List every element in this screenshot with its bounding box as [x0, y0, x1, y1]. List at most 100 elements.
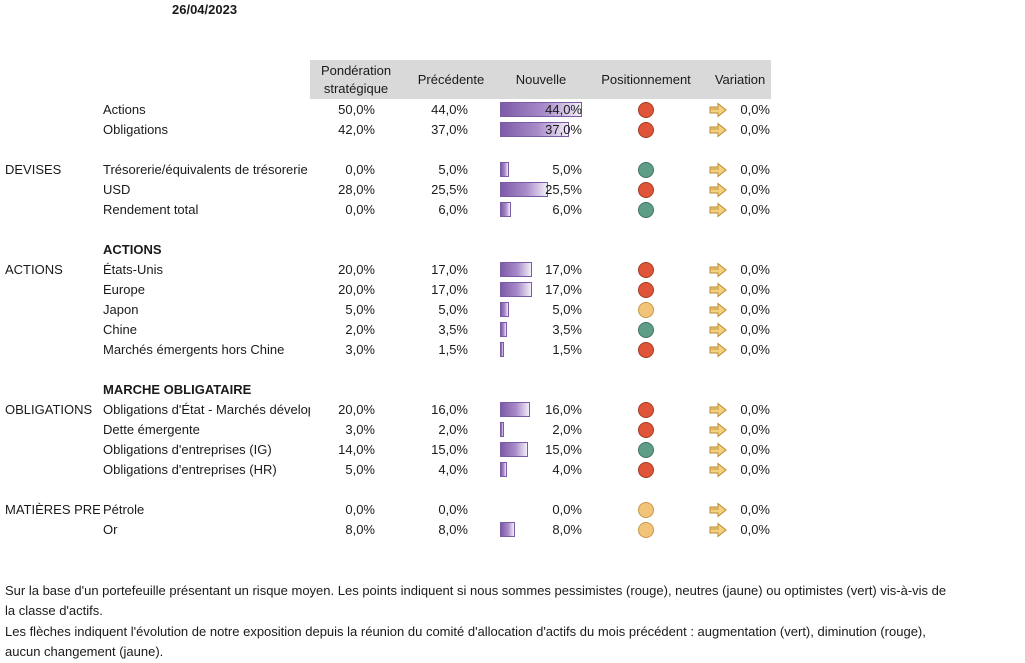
previous-value: 1,5%	[438, 342, 468, 357]
table-row: Dette émergente 3,0% 2,0% 2,0% 0,0%	[0, 420, 1025, 440]
variation-value: 0,0%	[740, 202, 770, 217]
positioning-dot	[638, 202, 654, 218]
strategic-weight-value: 42,0%	[338, 122, 375, 137]
previous-value: 17,0%	[431, 282, 468, 297]
strategic-weight-value: 5,0%	[345, 462, 375, 477]
asset-label: Actions	[103, 102, 146, 117]
previous-value: 25,5%	[431, 182, 468, 197]
new-value: 3,5%	[552, 322, 582, 337]
right-arrow-icon	[709, 162, 727, 178]
new-value: 44,0%	[545, 102, 582, 117]
new-value: 5,0%	[552, 302, 582, 317]
previous-value: 5,0%	[438, 302, 468, 317]
new-value: 4,0%	[552, 462, 582, 477]
asset-label: Europe	[103, 282, 145, 297]
right-arrow-icon	[709, 282, 727, 298]
strategic-weight-value: 0,0%	[345, 502, 375, 517]
right-arrow-icon	[709, 202, 727, 218]
strategic-weight-value: 20,0%	[338, 282, 375, 297]
asset-label: Japon	[103, 302, 139, 317]
previous-value: 5,0%	[438, 162, 468, 177]
previous-value: 44,0%	[431, 102, 468, 117]
new-value: 1,5%	[552, 342, 582, 357]
positioning-dot	[638, 502, 654, 518]
asset-label: Obligations	[103, 122, 169, 137]
strategic-weight-value: 14,0%	[338, 442, 375, 457]
positioning-dot	[638, 442, 654, 458]
positioning-dot	[638, 462, 654, 478]
table-header-background	[310, 60, 771, 99]
positioning-dot	[638, 162, 654, 178]
positioning-dot	[638, 102, 654, 118]
table-row: Or 8,0% 8,0% 8,0% 0,0%	[0, 520, 1025, 540]
table-row: Obligations 42,0% 37,0% 37,0% 0,0%	[0, 120, 1025, 140]
table-row: Japon 5,0% 5,0% 5,0% 0,0%	[0, 300, 1025, 320]
table-row: Actions 50,0% 44,0% 44,0% 0,0%	[0, 100, 1025, 120]
right-arrow-icon	[709, 502, 727, 518]
asset-label: Obligations d'État - Marchés développés	[103, 402, 310, 417]
previous-value: 17,0%	[431, 262, 468, 277]
new-value: 0,0%	[552, 502, 582, 517]
asset-label: Rendement total	[103, 202, 199, 217]
header-new: Nouvelle	[515, 71, 567, 87]
header-positioning: Positionnement	[601, 71, 691, 87]
variation-value: 0,0%	[740, 402, 770, 417]
strategic-weight-value: 20,0%	[338, 262, 375, 277]
asset-label: Obligations d'entreprises (IG)	[103, 442, 272, 457]
asset-label: USD	[103, 182, 131, 197]
right-arrow-icon	[709, 102, 727, 118]
new-value: 5,0%	[552, 162, 582, 177]
new-weight-bar	[500, 322, 507, 337]
new-value: 2,0%	[552, 422, 582, 437]
previous-value: 2,0%	[438, 422, 468, 437]
previous-value: 8,0%	[438, 522, 468, 537]
variation-value: 0,0%	[740, 462, 770, 477]
variation-value: 0,0%	[740, 102, 770, 117]
section-label: OBLIGATIONS	[5, 402, 93, 417]
table-row: Europe 20,0% 17,0% 17,0% 0,0%	[0, 280, 1025, 300]
new-weight-bar	[500, 422, 504, 437]
right-arrow-icon	[709, 322, 727, 338]
positioning-dot	[638, 302, 654, 318]
table-row: OBLIGATIONS Obligations d'État - Marchés …	[0, 400, 1025, 420]
positioning-dot	[638, 282, 654, 298]
variation-value: 0,0%	[740, 182, 770, 197]
table-row: Rendement total 0,0% 6,0% 6,0% 0,0%	[0, 200, 1025, 220]
positioning-dot	[638, 342, 654, 358]
previous-value: 3,5%	[438, 322, 468, 337]
strategic-weight-value: 3,0%	[345, 422, 375, 437]
header-variation: Variation	[714, 71, 766, 87]
previous-value: 0,0%	[438, 502, 468, 517]
subheading-label: ACTIONS	[103, 242, 162, 257]
strategic-weight-value: 50,0%	[338, 102, 375, 117]
variation-value: 0,0%	[740, 302, 770, 317]
previous-value: 6,0%	[438, 202, 468, 217]
asset-label: États-Unis	[103, 262, 163, 277]
strategic-weight-value: 0,0%	[345, 202, 375, 217]
footnote-line-2: la classe d'actifs.	[5, 603, 103, 618]
asset-label: Marchés émergents hors Chine	[103, 342, 285, 357]
new-weight-bar	[500, 202, 512, 217]
new-value: 16,0%	[545, 402, 582, 417]
new-value: 25,5%	[545, 182, 582, 197]
strategic-weight-value: 8,0%	[345, 522, 375, 537]
right-arrow-icon	[709, 522, 727, 538]
new-weight-bar	[500, 462, 508, 477]
asset-label: Dette émergente	[103, 422, 200, 437]
new-weight-bar	[500, 262, 532, 277]
right-arrow-icon	[709, 402, 727, 418]
new-weight-bar	[500, 162, 510, 177]
strategic-weight-value: 28,0%	[338, 182, 375, 197]
previous-value: 15,0%	[431, 442, 468, 457]
table-row: Marchés émergents hors Chine 3,0% 1,5% 1,5%…	[0, 340, 1025, 360]
variation-value: 0,0%	[740, 282, 770, 297]
positioning-dot	[638, 422, 654, 438]
new-value: 8,0%	[552, 522, 582, 537]
asset-label: Obligations d'entreprises (HR)	[103, 462, 277, 477]
table-subheading-row: MARCHE OBLIGATAIRE	[0, 380, 1025, 400]
strategic-weight-value: 2,0%	[345, 322, 375, 337]
strategic-weight-value: 0,0%	[345, 162, 375, 177]
right-arrow-icon	[709, 262, 727, 278]
section-label: DEVISES	[5, 162, 62, 177]
strategic-weight-value: 20,0%	[338, 402, 375, 417]
